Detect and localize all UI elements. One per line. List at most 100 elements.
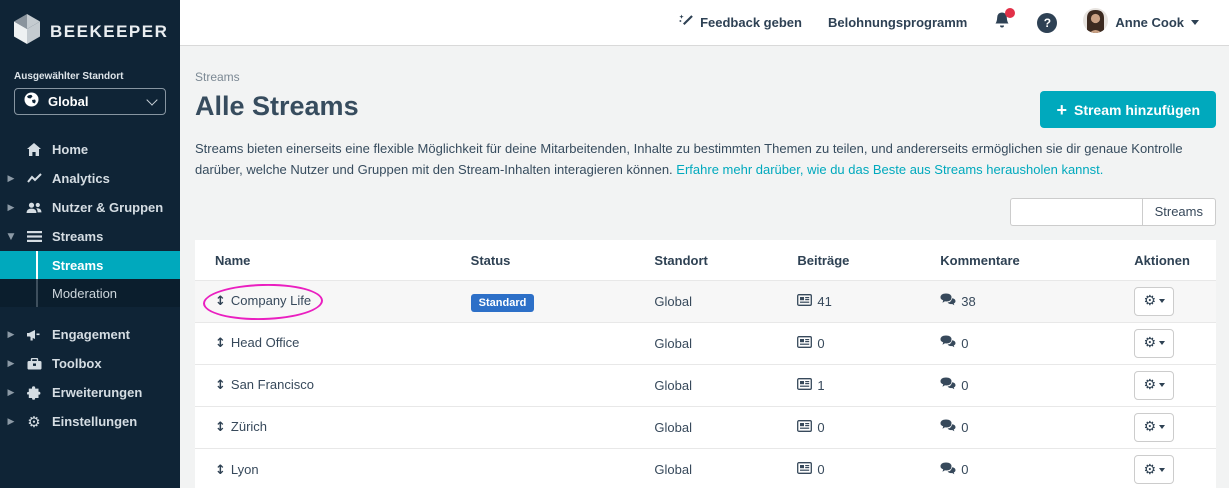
chevron-right-icon: ▶ (7, 387, 15, 398)
caret-down-icon (1191, 20, 1199, 25)
breadcrumb[interactable]: Streams (195, 70, 240, 84)
gear-icon: ⚙ (1143, 461, 1157, 478)
sidebar-item-erweiterungen[interactable]: ▶ Erweiterungen (0, 378, 180, 407)
drag-handle-icon[interactable]: ↕ (215, 294, 226, 310)
selected-location-label: Ausgewählter Standort (14, 71, 124, 82)
gear-icon: ⚙ (27, 412, 41, 431)
home-icon (22, 143, 46, 156)
table-header-row: Name Status Standort Beiträge Kommentare… (195, 240, 1216, 281)
stream-name[interactable]: Lyon (230, 461, 259, 477)
row-actions-button[interactable]: ⚙ (1134, 370, 1175, 400)
feedback-button[interactable]: Feedback geben (679, 14, 802, 32)
add-stream-button[interactable]: + Stream hinzufügen (1040, 91, 1216, 128)
chevron-down-icon (146, 93, 158, 106)
comments-icon (940, 377, 956, 393)
table-body: ↕ Company Life Standard Global 41 (195, 279, 1216, 488)
posts-count: 0 (817, 335, 825, 351)
location-selector[interactable]: Global (14, 88, 166, 115)
status-badge: Standard (470, 293, 535, 312)
page-title: Alle Streams (195, 91, 359, 121)
column-header-standort: Standort (654, 252, 708, 268)
line-chart-icon (22, 173, 46, 184)
stream-name[interactable]: Head Office (230, 335, 300, 351)
row-actions-button[interactable]: ⚙ (1134, 455, 1175, 485)
stream-name[interactable]: San Francisco (230, 377, 314, 393)
location-value: Global (48, 94, 89, 109)
learn-more-link[interactable]: Erfahre mehr darüber, wie du das Beste a… (676, 162, 1104, 178)
page-description: Streams bieten einerseits eine flexible … (195, 141, 1183, 178)
sidebar-item-toolbox[interactable]: ▶ Toolbox (0, 349, 180, 378)
feedback-label: Feedback geben (700, 15, 802, 30)
topbar: Feedback geben Belohnungsprogramm ? (180, 0, 1229, 46)
streams-table: Name Status Standort Beiträge Kommentare… (195, 240, 1216, 488)
posts-icon (797, 293, 813, 309)
stream-standort: Global (654, 279, 798, 323)
chevron-right-icon: ▶ (7, 416, 15, 427)
comments-count: 38 (961, 293, 976, 309)
streams-icon (22, 231, 46, 242)
sidebar-item-nutzer-gruppen[interactable]: ▶ Nutzer & Gruppen (0, 193, 180, 222)
posts-count: 0 (817, 419, 825, 435)
toolbox-icon (22, 357, 46, 370)
table-row: ↕ Company Life Standard Global 41 (195, 279, 1216, 323)
stream-standort: Global (654, 321, 798, 365)
notifications-button[interactable] (993, 7, 1016, 35)
column-header-name: Name (215, 252, 251, 268)
sidebar-item-streams[interactable]: ▼ Streams (0, 222, 180, 251)
row-actions-button[interactable]: ⚙ (1134, 286, 1175, 316)
comments-icon (940, 462, 956, 478)
gear-icon: ⚙ (1143, 335, 1157, 352)
gear-icon: ⚙ (1143, 377, 1157, 394)
notification-badge (1005, 7, 1016, 18)
stream-standort: Global (654, 405, 798, 449)
sidebar-item-einstellungen[interactable]: ▶ ⚙ Einstellungen (0, 407, 180, 436)
help-button[interactable]: ? (1037, 12, 1058, 33)
column-header-aktionen: Aktionen (1134, 252, 1190, 268)
posts-icon (797, 462, 813, 477)
sidebar-item-analytics[interactable]: ▶ Analytics (0, 164, 180, 193)
gear-icon: ⚙ (1143, 419, 1157, 436)
posts-icon (797, 419, 813, 435)
search-input[interactable] (1009, 197, 1142, 226)
stream-standort: Global (654, 447, 798, 488)
sidebar-subitem-streams[interactable]: Streams (0, 251, 180, 279)
main-content: Streams Alle Streams + Stream hinzufügen… (180, 46, 1229, 488)
sidebar-subitem-moderation[interactable]: Moderation (0, 279, 180, 307)
chevron-right-icon: ▶ (7, 329, 15, 340)
table-row: ↕ Zürich Global 0 (195, 405, 1216, 449)
caret-down-icon (1159, 425, 1166, 430)
rewards-label: Belohnungsprogramm (827, 15, 968, 30)
drag-handle-icon[interactable]: ↕ (215, 378, 226, 394)
stream-name[interactable]: Company Life (230, 293, 312, 309)
sidebar-nav: Home ▶ Analytics ▶ Nutzer & Gruppen (0, 129, 180, 436)
drag-handle-icon[interactable]: ↕ (215, 336, 226, 352)
column-header-kommentare: Kommentare (940, 252, 1020, 268)
brand-logo: BEEKEEPER (0, 0, 180, 61)
streams-submenu: Streams Moderation (0, 251, 180, 307)
drag-handle-icon[interactable]: ↕ (215, 462, 226, 478)
streams-table-card: Name Status Standort Beiträge Kommentare… (195, 239, 1216, 488)
users-icon (22, 202, 46, 214)
comments-count: 0 (961, 335, 969, 351)
stream-name[interactable]: Zürich (230, 419, 268, 435)
user-menu[interactable]: Anne Cook (1083, 7, 1199, 38)
avatar (1083, 7, 1109, 38)
posts-count: 1 (817, 377, 825, 393)
comments-icon (940, 419, 956, 435)
sidebar-item-home[interactable]: Home (0, 135, 180, 164)
search-scope-button[interactable]: Streams (1141, 197, 1216, 226)
row-actions-button[interactable]: ⚙ (1134, 412, 1175, 442)
comments-icon (940, 335, 956, 351)
column-header-status: Status (470, 252, 511, 268)
stream-standort: Global (654, 363, 798, 407)
user-name: Anne Cook (1115, 15, 1184, 30)
row-actions-button[interactable]: ⚙ (1134, 328, 1175, 358)
posts-count: 0 (817, 462, 825, 478)
sidebar-item-engagement[interactable]: ▶ Engagement (0, 320, 180, 349)
rewards-button[interactable]: Belohnungsprogramm (828, 15, 967, 30)
drag-handle-icon[interactable]: ↕ (215, 420, 226, 436)
question-mark-icon: ? (1043, 15, 1052, 30)
content-column: Feedback geben Belohnungsprogramm ? (180, 0, 1229, 488)
sidebar: BEEKEEPER Ausgewählter Standort Global H… (0, 0, 180, 488)
